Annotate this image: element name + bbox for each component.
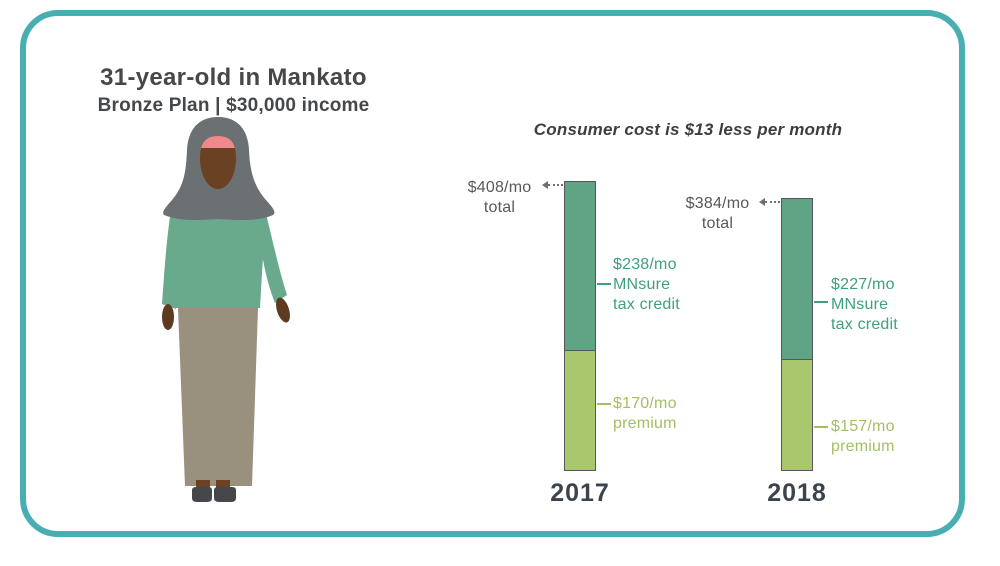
bar-2017 <box>564 181 596 471</box>
total-word-2018: total <box>701 215 734 232</box>
total-word-2017: total <box>483 199 516 216</box>
credit-name2-2017: tax credit <box>613 296 680 313</box>
x-axis-label-2017: 2017 <box>550 479 610 507</box>
credit-value-2017: $238/mo <box>613 256 677 273</box>
connector-line <box>814 301 828 303</box>
premium-name-2017: premium <box>613 415 677 432</box>
header: 31-year-old in Mankato Bronze Plan | $30… <box>81 64 386 117</box>
bar-2018 <box>781 198 813 471</box>
total-label-2018: $384/mo total <box>675 194 760 234</box>
bar-segment-credit-2017 <box>565 182 595 350</box>
x-axis-label-2018: 2018 <box>767 479 827 507</box>
arrow-head-icon <box>542 181 548 189</box>
total-value-2018: $384/mo <box>685 195 750 212</box>
premium-callout-2018: $157/mo premium <box>831 417 895 457</box>
arrow-head-icon <box>759 198 765 206</box>
premium-value-2018: $157/mo <box>831 418 895 435</box>
page-title: 31-year-old in Mankato <box>100 64 367 91</box>
woman-in-hijab-illustration <box>162 117 290 502</box>
credit-name1-2017: MNsure <box>613 276 671 293</box>
credit-name1-2018: MNsure <box>831 296 889 313</box>
connector-line <box>814 426 828 428</box>
connector-line <box>597 403 611 405</box>
credit-name2-2018: tax credit <box>831 316 898 333</box>
connector-line <box>597 283 611 285</box>
credit-value-2018: $227/mo <box>831 276 895 293</box>
bar-segment-premium-2017 <box>565 350 595 470</box>
page-subtitle: Bronze Plan | $30,000 income <box>97 95 370 116</box>
premium-value-2017: $170/mo <box>613 395 677 412</box>
credit-callout-2018: $227/mo MNsure tax credit <box>831 275 898 335</box>
pink-headband <box>200 136 236 148</box>
arrow-dotted-line <box>548 184 563 186</box>
bar-segment-credit-2018 <box>782 199 812 359</box>
dotted-arrow-icon <box>759 198 780 206</box>
chart-annotation: Consumer cost is $13 less per month <box>533 120 843 139</box>
credit-callout-2017: $238/mo MNsure tax credit <box>613 255 680 315</box>
total-label-2017: $408/mo total <box>457 178 542 218</box>
arrow-dotted-line <box>765 201 780 203</box>
premium-callout-2017: $170/mo premium <box>613 394 677 434</box>
left-hand <box>162 304 174 330</box>
premium-name-2018: premium <box>831 438 895 455</box>
bar-segment-premium-2018 <box>782 359 812 470</box>
dotted-arrow-icon <box>542 181 563 189</box>
right-hand <box>276 297 290 323</box>
total-value-2017: $408/mo <box>467 179 532 196</box>
